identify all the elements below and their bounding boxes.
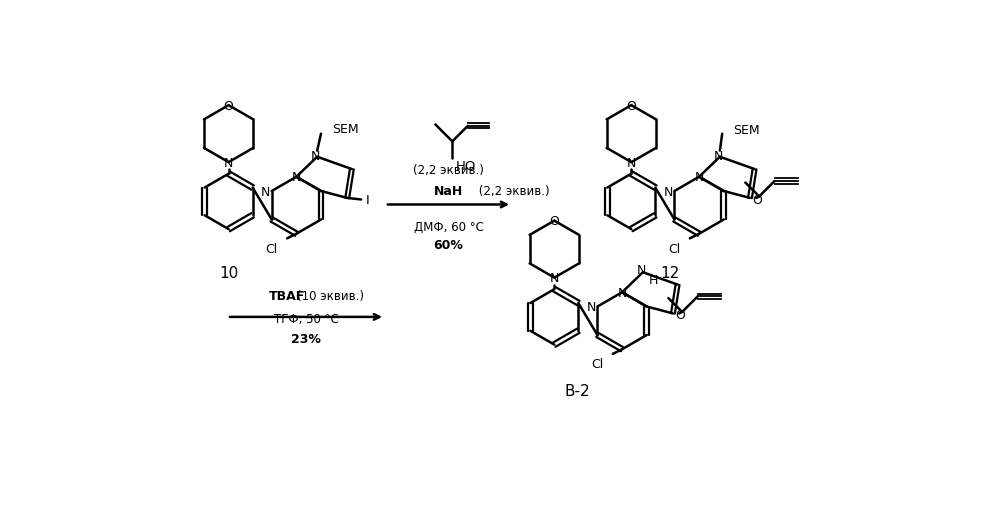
Text: (2,2 эквив.): (2,2 эквив.) (476, 185, 550, 198)
Text: 12: 12 (660, 265, 679, 280)
Text: ТГФ, 50 °С: ТГФ, 50 °С (274, 312, 339, 325)
Text: N: N (617, 286, 626, 299)
Text: O: O (224, 99, 234, 113)
Text: N: N (549, 272, 559, 284)
Text: O: O (675, 309, 685, 322)
Text: N: N (694, 171, 703, 184)
Text: SEM: SEM (733, 123, 759, 136)
Text: N: N (663, 185, 673, 198)
Text: N: N (626, 157, 636, 169)
Text: Cl: Cl (266, 242, 278, 256)
Text: I: I (366, 193, 370, 207)
Text: O: O (626, 99, 636, 113)
Text: O: O (549, 215, 559, 228)
Text: N: N (713, 149, 723, 163)
Text: (10 эквив.): (10 эквив.) (297, 289, 365, 302)
Text: Cl: Cl (591, 358, 603, 371)
Text: HO: HO (457, 160, 477, 173)
Text: N: N (261, 185, 270, 198)
Text: N: N (292, 171, 301, 184)
Text: В-2: В-2 (564, 383, 590, 398)
Text: NaH: NaH (434, 185, 464, 198)
Text: N: N (311, 149, 321, 163)
Text: N: N (636, 263, 646, 276)
Text: N: N (586, 300, 595, 314)
Text: (2,2 эквив.): (2,2 эквив.) (413, 164, 484, 177)
Text: SEM: SEM (332, 123, 359, 135)
Text: ДМФ, 60 °С: ДМФ, 60 °С (414, 220, 484, 233)
Text: 23%: 23% (291, 332, 321, 345)
Text: O: O (752, 193, 762, 207)
Text: Cl: Cl (668, 242, 680, 256)
Text: N: N (224, 157, 234, 169)
Text: TBAF: TBAF (269, 289, 305, 302)
Text: 10: 10 (219, 265, 238, 280)
Text: H: H (649, 274, 658, 287)
Text: 60%: 60% (434, 238, 464, 251)
